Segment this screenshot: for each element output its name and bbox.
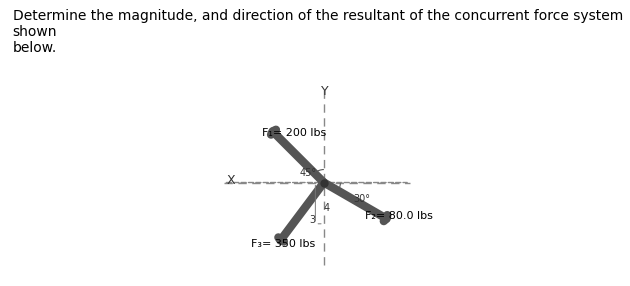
Text: 3: 3	[309, 215, 315, 225]
Text: F₃= 350 lbs: F₃= 350 lbs	[251, 239, 315, 249]
Text: 30°: 30°	[353, 194, 370, 204]
Text: Determine the magnitude, and direction of the resultant of the concurrent force : Determine the magnitude, and direction o…	[13, 9, 623, 55]
Text: X: X	[227, 174, 236, 187]
Text: 45°: 45°	[300, 168, 317, 178]
Text: 4: 4	[323, 203, 329, 213]
Text: Y: Y	[321, 85, 329, 98]
Text: F₁= 200 lbs: F₁= 200 lbs	[263, 128, 327, 138]
Text: F₂= 80.0 lbs: F₂= 80.0 lbs	[365, 210, 433, 221]
